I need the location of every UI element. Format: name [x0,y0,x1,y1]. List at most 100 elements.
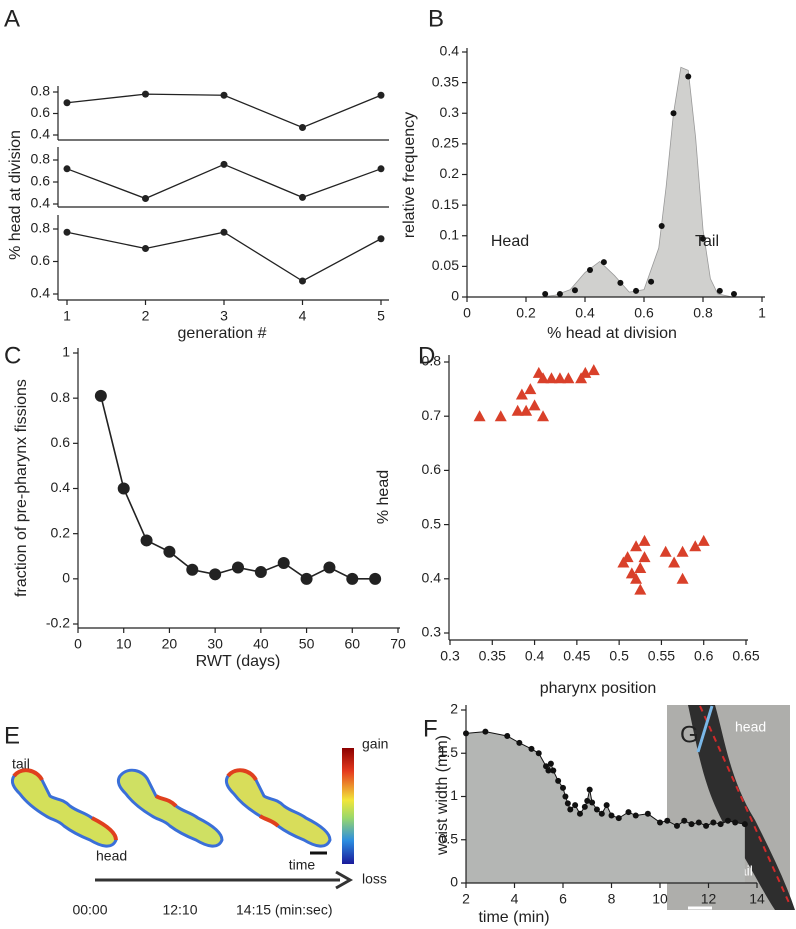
y-tick-label: -0.2 [46,615,70,631]
x-tick-label: 10 [116,636,132,652]
y-tick-label: 0.6 [51,434,71,450]
annotation: gain [362,736,388,752]
data-point [163,545,176,558]
data-point [717,821,724,828]
x-axis-label: time (min) [478,909,549,926]
x-tick-label: 5 [377,308,385,324]
data-point [716,287,723,294]
photo [667,705,795,910]
x-tick-label: 0.5 [609,648,629,664]
data-point [516,739,523,746]
data-point [658,222,665,229]
data-point [555,777,562,784]
x-tick-label: 2 [462,891,470,907]
x-tick-label: 0.35 [479,648,506,664]
data-point [537,410,550,422]
x-tick-label: 0.4 [525,648,545,664]
y-tick-label: 1 [62,344,70,360]
data-point [584,797,591,804]
data-point [732,819,739,826]
x-tick-label: 0 [463,305,471,321]
x-tick-label: 0 [74,636,82,652]
data-point [621,551,634,563]
x-tick-label: 40 [253,636,269,652]
data-point [142,90,149,98]
x-tick-label: 2 [142,308,150,324]
data-point [668,556,681,568]
data-point [377,91,385,99]
data-point [560,784,566,791]
data-point [572,802,579,809]
y-tick-label: 0 [62,570,70,586]
data-point [545,767,552,774]
data-point [670,110,677,117]
data-point [630,540,643,552]
data-point [346,572,359,585]
data-point [697,534,710,546]
data-point [562,793,569,800]
y-tick-label: 0.2 [51,524,71,540]
y-tick-label: 0.5 [439,830,459,846]
y-tick-label: 0.6 [422,461,442,477]
data-point [571,287,578,294]
y-tick-label: 0.4 [31,126,51,142]
y-tick-label: 0 [450,874,458,890]
annotation: Head [491,233,529,250]
data-point [681,817,688,824]
data-point [299,123,306,131]
data-point [598,810,605,817]
y-tick-label: 0.6 [31,173,51,189]
data-point [63,165,71,173]
data-point [556,290,563,297]
data-point [542,290,549,297]
y-tick-label: 0.25 [432,135,459,151]
y-tick-label: 1 [450,787,458,803]
panel-label: G [680,721,699,748]
y-tick-label: 0.15 [432,196,459,212]
data-point [377,165,385,173]
panel-label: B [428,5,444,32]
y-tick-label: 0.3 [440,104,460,120]
data-point [140,534,153,547]
annotation: head [96,848,127,864]
data-point [659,545,672,557]
data-point [186,563,199,576]
density-area [540,66,733,298]
data-point [564,800,571,807]
data-point [299,277,306,285]
data-point [644,810,651,817]
data-point [537,372,550,384]
x-tick-label: 0.4 [575,305,595,321]
x-tick-label: 50 [299,636,315,652]
x-tick-label: 1 [758,305,766,321]
x-tick-label: 60 [344,636,360,652]
data-point [634,583,647,595]
data-point [741,821,748,828]
y-tick-label: 1.5 [439,744,459,760]
data-point [664,817,671,824]
y-tick-label: 0.8 [422,353,442,369]
x-tick-label: 30 [207,636,223,652]
y-tick-label: 0.6 [31,104,51,120]
data-point [528,745,535,752]
data-point [587,364,600,376]
annotation: Tail [695,233,719,250]
data-point [730,290,737,297]
data-point [638,534,651,546]
y-tick-label: 0.05 [432,257,459,273]
annotation: tail [12,756,30,772]
y-tick-label: 0.4 [422,570,442,586]
data-point [657,819,663,826]
y-axis-label: % head at division [7,130,24,260]
x-tick-label: 0.6 [694,648,714,664]
x-tick-label: 0.8 [693,305,713,321]
data-point [676,572,689,584]
y-tick-label: 0.35 [432,73,459,89]
x-tick-label: 0.65 [732,648,759,664]
y-tick-label: 2 [450,701,458,717]
x-tick-label: 12 [701,891,717,907]
data-point [94,389,107,402]
data-point [632,812,639,819]
line [66,231,382,282]
data-point [220,228,228,236]
